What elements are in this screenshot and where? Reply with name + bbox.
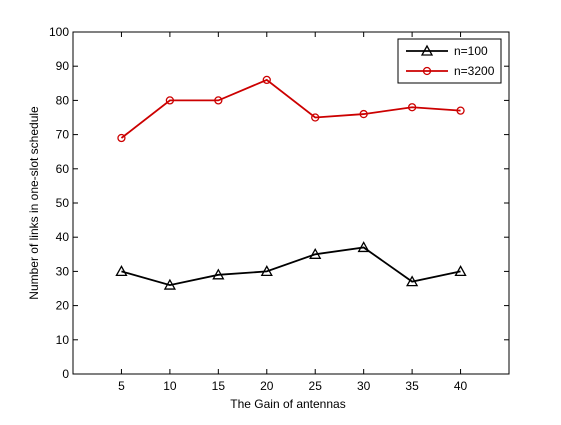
y-tick-label: 80 <box>56 93 70 107</box>
series-1 <box>117 75 465 143</box>
data-point <box>456 106 465 115</box>
x-tick-label: 10 <box>163 379 177 393</box>
y-tick-label: 10 <box>56 333 70 347</box>
legend-entry: n=3200 <box>406 64 495 78</box>
x-tick-label: 15 <box>212 379 226 393</box>
y-tick-label: 100 <box>49 25 69 39</box>
data-point <box>117 133 126 143</box>
legend: n=100 n=3200 <box>397 38 502 84</box>
series-layer <box>115 75 467 290</box>
series-0 <box>115 241 467 290</box>
y-tick-label: 20 <box>56 299 70 313</box>
y-tick-label: 90 <box>56 59 70 73</box>
data-point <box>407 103 417 112</box>
legend-label: n=3200 <box>454 64 495 78</box>
data-point <box>311 113 320 122</box>
data-point <box>115 265 128 277</box>
y-axis: 0 10 20 30 40 50 60 70 80 90 100 <box>49 25 509 381</box>
data-point <box>212 268 225 280</box>
x-tick-label: 30 <box>357 379 371 393</box>
legend-label: n=100 <box>454 44 488 58</box>
x-axis: 5 10 15 20 25 30 35 40 <box>118 32 468 393</box>
x-tick-label: 25 <box>309 379 323 393</box>
data-point <box>163 278 176 290</box>
data-point <box>454 265 467 277</box>
data-point <box>214 96 223 105</box>
y-axis-label: Number of links in one-slot schedule <box>27 106 41 300</box>
data-point <box>359 109 368 119</box>
data-point <box>357 241 370 253</box>
x-tick-label: 20 <box>260 379 274 393</box>
plot-area <box>72 31 510 375</box>
x-axis-label: The Gain of antennas <box>230 397 345 411</box>
data-point <box>165 96 175 105</box>
legend-box <box>397 38 502 84</box>
series-line <box>120 78 461 139</box>
y-tick-label: 30 <box>56 264 70 278</box>
x-tick-label: 35 <box>405 379 419 393</box>
y-tick-label: 70 <box>56 128 70 142</box>
legend-entry: n=100 <box>406 44 488 58</box>
data-point <box>309 247 322 259</box>
series-line <box>121 246 461 287</box>
data-point <box>262 75 271 85</box>
x-tick-label: 5 <box>118 379 125 393</box>
data-point <box>260 265 273 277</box>
legend-marker <box>420 44 434 56</box>
data-point <box>406 275 419 287</box>
x-tick-label: 40 <box>454 379 468 393</box>
y-tick-label: 60 <box>56 162 70 176</box>
y-tick-label: 40 <box>56 230 70 244</box>
y-tick-label: 0 <box>62 367 69 381</box>
y-tick-label: 50 <box>56 196 70 210</box>
legend-marker <box>422 66 432 76</box>
